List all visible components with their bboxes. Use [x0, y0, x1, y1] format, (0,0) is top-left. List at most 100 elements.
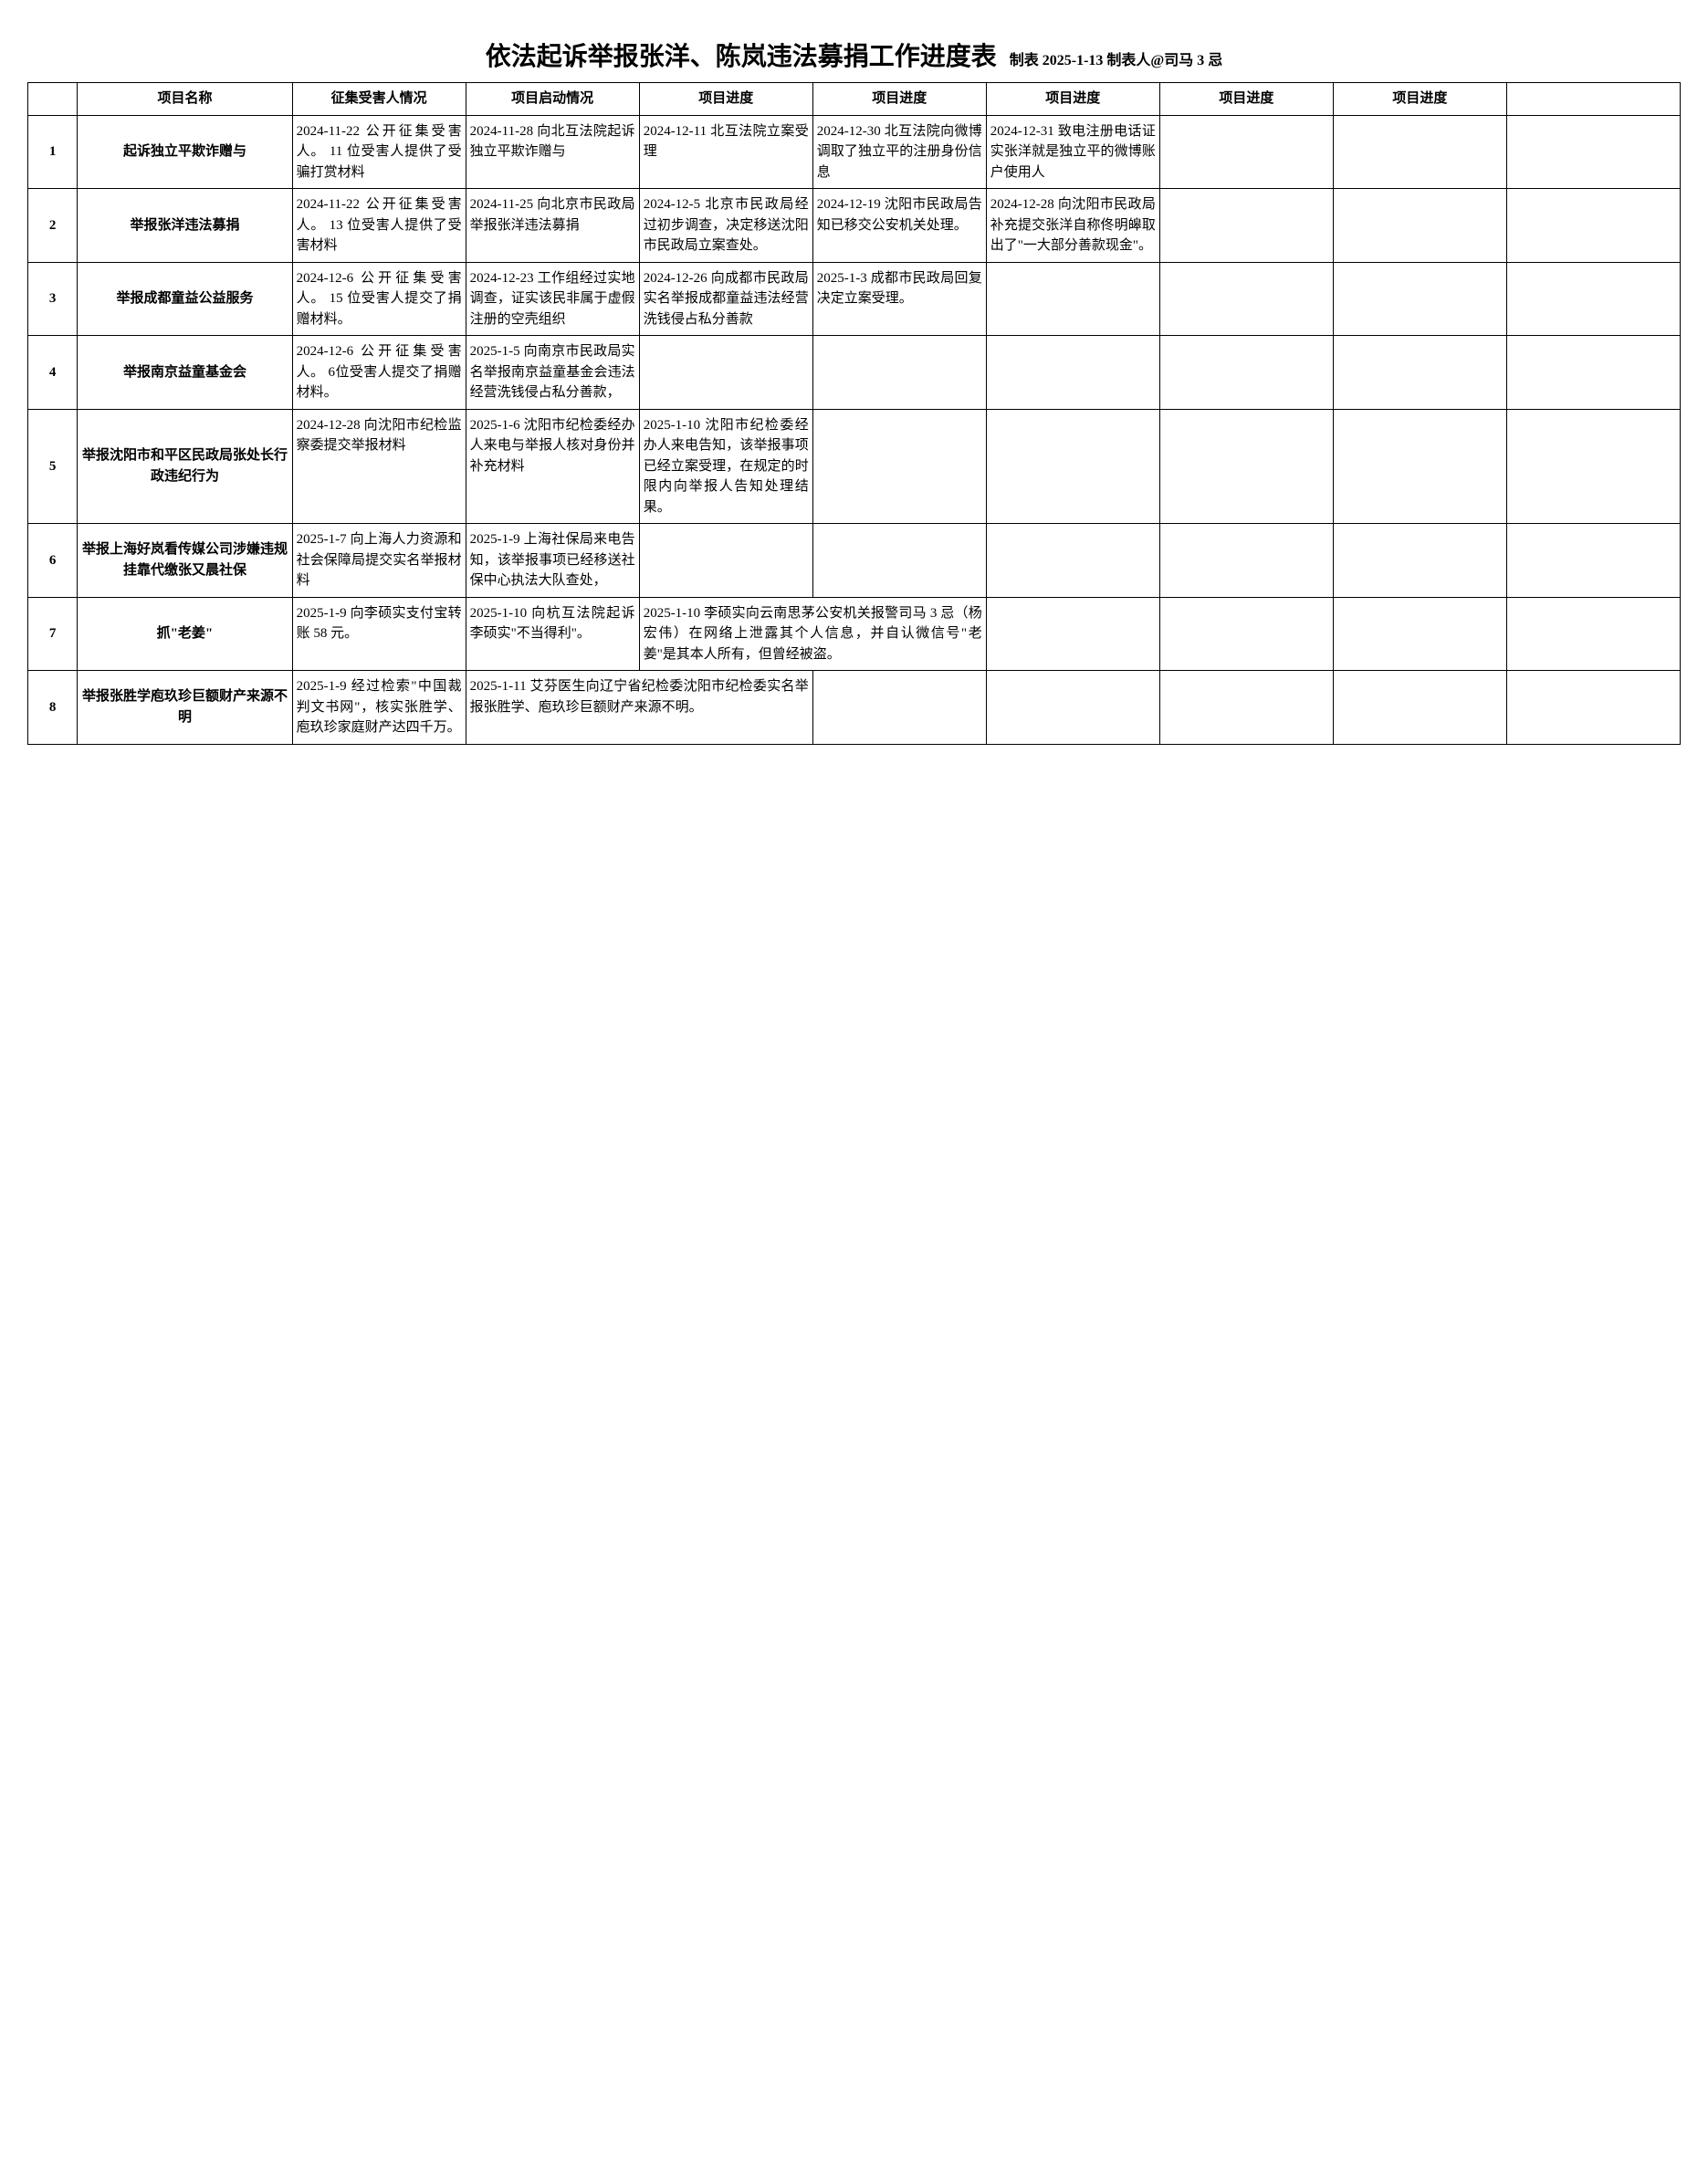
progress-cell: 2024-12-5 北京市民政局经过初步调查，决定移送沈阳市民政局立案查处。 [639, 189, 812, 263]
progress-cell [812, 671, 986, 745]
progress-cell: 2024-12-30 北互法院向微博调取了独立平的注册身份信息 [812, 115, 986, 189]
progress-cell [812, 524, 986, 598]
table-row: 8举报张胜学庖玖珍巨额财产来源不明2025-1-9 经过检索"中国裁判文书网"，… [28, 671, 1681, 745]
progress-cell [1159, 115, 1333, 189]
table-row: 6举报上海好岚看传媒公司涉嫌违规挂靠代缴张又晨社保2025-1-7 向上海人力资… [28, 524, 1681, 598]
progress-cell: 2025-1-6 沈阳市纪检委经办人来电与举报人核对身份并补充材料 [466, 409, 639, 524]
project-name: 举报上海好岚看传媒公司涉嫌违规挂靠代缴张又晨社保 [78, 524, 292, 598]
project-name: 举报张洋违法募捐 [78, 189, 292, 263]
progress-cell [1159, 189, 1333, 263]
column-header: 项目进度 [986, 83, 1159, 116]
progress-cell [1506, 262, 1680, 336]
column-header: 项目进度 [1333, 83, 1506, 116]
progress-cell: 2025-1-3 成都市民政局回复决定立案受理。 [812, 262, 986, 336]
progress-cell: 2025-1-7 向上海人力资源和社会保障局提交实名举报材料 [292, 524, 466, 598]
progress-cell [1159, 336, 1333, 410]
progress-cell: 2025-1-11 艾芬医生向辽宁省纪检委沈阳市纪检委实名举报张胜学、庖玖珍巨额… [466, 671, 812, 745]
progress-cell [1333, 336, 1506, 410]
table-row: 4举报南京益童基金会2024-12-6 公开征集受害人。 6位受害人提交了捐赠材… [28, 336, 1681, 410]
progress-cell: 2024-12-28 向沈阳市民政局补充提交张洋自称佟明皞取出了"一大部分善款现… [986, 189, 1159, 263]
main-title: 依法起诉举报张洋、陈岚违法募捐工作进度表 [486, 43, 997, 71]
progress-cell: 2024-12-19 沈阳市民政局告知已移交公安机关处理。 [812, 189, 986, 263]
sub-title: 制表 2025-1-13 制表人@司马 3 忌 [1010, 53, 1223, 68]
progress-cell [812, 336, 986, 410]
progress-cell [1506, 671, 1680, 745]
progress-cell [639, 524, 812, 598]
progress-cell: 2024-11-22 公开征集受害人。 13 位受害人提供了受害材料 [292, 189, 466, 263]
progress-cell: 2025-1-10 沈阳市纪检委经办人来电告知，该举报事项已经立案受理，在规定的… [639, 409, 812, 524]
progress-cell [986, 671, 1159, 745]
progress-cell [1159, 262, 1333, 336]
progress-cell [1506, 189, 1680, 263]
progress-cell: 2024-12-23 工作组经过实地调查，证实该民非属于虚假注册的空壳组织 [466, 262, 639, 336]
row-index: 4 [28, 336, 78, 410]
project-name: 起诉独立平欺诈赠与 [78, 115, 292, 189]
progress-cell [1159, 409, 1333, 524]
column-header: 征集受害人情况 [292, 83, 466, 116]
progress-cell: 2025-1-10 李硕实向云南思茅公安机关报警司马 3 忌（杨宏伟）在网络上泄… [639, 597, 986, 671]
progress-cell: 2025-1-5 向南京市民政局实名举报南京益童基金会违法经营洗钱侵占私分善款， [466, 336, 639, 410]
column-header: 项目进度 [1159, 83, 1333, 116]
project-name: 抓"老姜" [78, 597, 292, 671]
progress-cell: 2025-1-9 上海社保局来电告知，该举报事项已经移送社保中心执法大队查处， [466, 524, 639, 598]
progress-cell: 2025-1-9 向李硕实支付宝转账 58 元。 [292, 597, 466, 671]
project-name: 举报南京益童基金会 [78, 336, 292, 410]
progress-cell [1333, 671, 1506, 745]
project-name: 举报沈阳市和平区民政局张处长行政违纪行为 [78, 409, 292, 524]
progress-cell: 2024-11-28 向北互法院起诉独立平欺诈赠与 [466, 115, 639, 189]
table-row: 2举报张洋违法募捐2024-11-22 公开征集受害人。 13 位受害人提供了受… [28, 189, 1681, 263]
progress-cell: 2024-11-22 公开征集受害人。 11 位受害人提供了受骗打赏材料 [292, 115, 466, 189]
progress-cell [986, 597, 1159, 671]
progress-cell [1506, 597, 1680, 671]
progress-cell: 2025-1-9 经过检索"中国裁判文书网"，核实张胜学、庖玖珍家庭财产达四千万… [292, 671, 466, 745]
progress-cell [1333, 189, 1506, 263]
row-index: 5 [28, 409, 78, 524]
title-container: 依法起诉举报张洋、陈岚违法募捐工作进度表 制表 2025-1-13 制表人@司马… [27, 37, 1681, 73]
table-row: 3举报成都童益公益服务2024-12-6 公开征集受害人。 15 位受害人提交了… [28, 262, 1681, 336]
progress-cell: 2024-12-28 向沈阳市纪检监察委提交举报材料 [292, 409, 466, 524]
table-row: 1起诉独立平欺诈赠与2024-11-22 公开征集受害人。 11 位受害人提供了… [28, 115, 1681, 189]
column-header: 项目启动情况 [466, 83, 639, 116]
progress-cell [986, 336, 1159, 410]
column-header: 项目进度 [639, 83, 812, 116]
row-index: 3 [28, 262, 78, 336]
row-index: 8 [28, 671, 78, 745]
progress-cell [986, 262, 1159, 336]
row-index: 7 [28, 597, 78, 671]
progress-cell [1159, 597, 1333, 671]
progress-cell [1333, 115, 1506, 189]
progress-cell [1333, 597, 1506, 671]
progress-cell [1159, 524, 1333, 598]
column-header: 项目名称 [78, 83, 292, 116]
progress-cell [1333, 524, 1506, 598]
row-index: 1 [28, 115, 78, 189]
progress-cell [639, 336, 812, 410]
column-header [1506, 83, 1680, 116]
progress-cell [1159, 671, 1333, 745]
column-header [28, 83, 78, 116]
table-row: 7抓"老姜"2025-1-9 向李硕实支付宝转账 58 元。2025-1-10 … [28, 597, 1681, 671]
progress-cell: 2024-12-6 公开征集受害人。 6位受害人提交了捐赠材料。 [292, 336, 466, 410]
row-index: 2 [28, 189, 78, 263]
progress-cell [1333, 262, 1506, 336]
header-row: 项目名称征集受害人情况项目启动情况项目进度项目进度项目进度项目进度项目进度 [28, 83, 1681, 116]
progress-cell [812, 409, 986, 524]
progress-cell [1333, 409, 1506, 524]
progress-cell [1506, 524, 1680, 598]
progress-cell: 2024-12-31 致电注册电话证实张洋就是独立平的微博账户使用人 [986, 115, 1159, 189]
progress-cell: 2025-1-10 向杭互法院起诉李硕实"不当得利"。 [466, 597, 639, 671]
progress-table: 项目名称征集受害人情况项目启动情况项目进度项目进度项目进度项目进度项目进度 1起… [27, 82, 1681, 745]
progress-cell [986, 409, 1159, 524]
project-name: 举报张胜学庖玖珍巨额财产来源不明 [78, 671, 292, 745]
table-row: 5举报沈阳市和平区民政局张处长行政违纪行为2024-12-28 向沈阳市纪检监察… [28, 409, 1681, 524]
row-index: 6 [28, 524, 78, 598]
progress-cell [1506, 115, 1680, 189]
progress-cell [986, 524, 1159, 598]
progress-cell: 2024-11-25 向北京市民政局举报张洋违法募捐 [466, 189, 639, 263]
progress-cell [1506, 409, 1680, 524]
progress-cell: 2024-12-6 公开征集受害人。 15 位受害人提交了捐赠材料。 [292, 262, 466, 336]
progress-cell: 2024-12-26 向成都市民政局实名举报成都童益违法经营洗钱侵占私分善款 [639, 262, 812, 336]
project-name: 举报成都童益公益服务 [78, 262, 292, 336]
column-header: 项目进度 [812, 83, 986, 116]
table-body: 1起诉独立平欺诈赠与2024-11-22 公开征集受害人。 11 位受害人提供了… [28, 115, 1681, 744]
